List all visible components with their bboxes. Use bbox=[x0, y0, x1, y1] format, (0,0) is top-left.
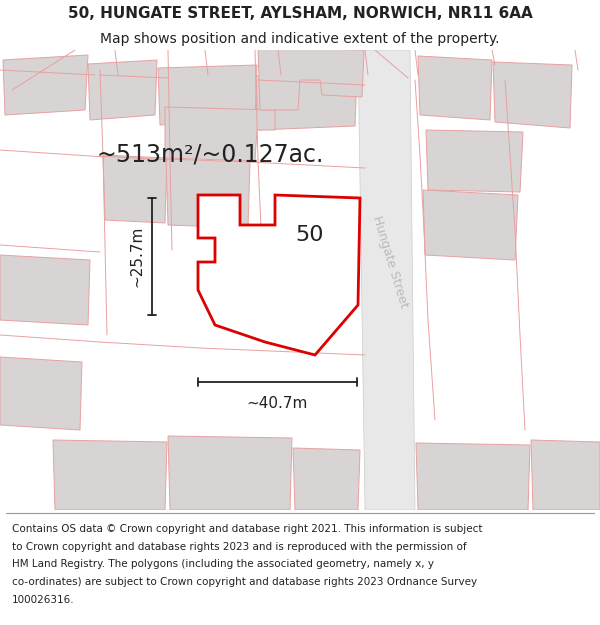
Text: ~513m²/~0.127ac.: ~513m²/~0.127ac. bbox=[97, 143, 323, 167]
Polygon shape bbox=[0, 357, 82, 430]
Text: 50, HUNGATE STREET, AYLSHAM, NORWICH, NR11 6AA: 50, HUNGATE STREET, AYLSHAM, NORWICH, NR… bbox=[68, 6, 532, 21]
Text: Map shows position and indicative extent of the property.: Map shows position and indicative extent… bbox=[100, 32, 500, 46]
Polygon shape bbox=[198, 195, 360, 355]
Polygon shape bbox=[88, 60, 157, 120]
Polygon shape bbox=[258, 48, 364, 110]
Text: HM Land Registry. The polygons (including the associated geometry, namely x, y: HM Land Registry. The polygons (includin… bbox=[12, 559, 434, 569]
Polygon shape bbox=[416, 443, 530, 510]
Polygon shape bbox=[423, 190, 518, 260]
Text: 50: 50 bbox=[296, 225, 324, 245]
Polygon shape bbox=[166, 159, 250, 228]
Text: 100026316.: 100026316. bbox=[12, 595, 74, 605]
Polygon shape bbox=[493, 62, 572, 128]
Polygon shape bbox=[418, 56, 492, 120]
Text: co-ordinates) are subject to Crown copyright and database rights 2023 Ordnance S: co-ordinates) are subject to Crown copyr… bbox=[12, 578, 477, 587]
Polygon shape bbox=[53, 440, 167, 510]
Polygon shape bbox=[165, 107, 275, 161]
Polygon shape bbox=[3, 55, 88, 115]
Polygon shape bbox=[103, 155, 167, 223]
Polygon shape bbox=[0, 255, 90, 325]
Polygon shape bbox=[358, 50, 415, 510]
Text: Contains OS data © Crown copyright and database right 2021. This information is : Contains OS data © Crown copyright and d… bbox=[12, 524, 482, 534]
Polygon shape bbox=[256, 73, 357, 130]
Text: Hungate Street: Hungate Street bbox=[370, 214, 410, 309]
Polygon shape bbox=[158, 65, 257, 125]
Polygon shape bbox=[293, 448, 360, 510]
Polygon shape bbox=[168, 436, 292, 510]
Text: ~40.7m: ~40.7m bbox=[247, 396, 308, 411]
Polygon shape bbox=[426, 130, 523, 192]
Text: to Crown copyright and database rights 2023 and is reproduced with the permissio: to Crown copyright and database rights 2… bbox=[12, 542, 467, 552]
Text: ~25.7m: ~25.7m bbox=[129, 226, 144, 288]
Polygon shape bbox=[531, 440, 600, 510]
